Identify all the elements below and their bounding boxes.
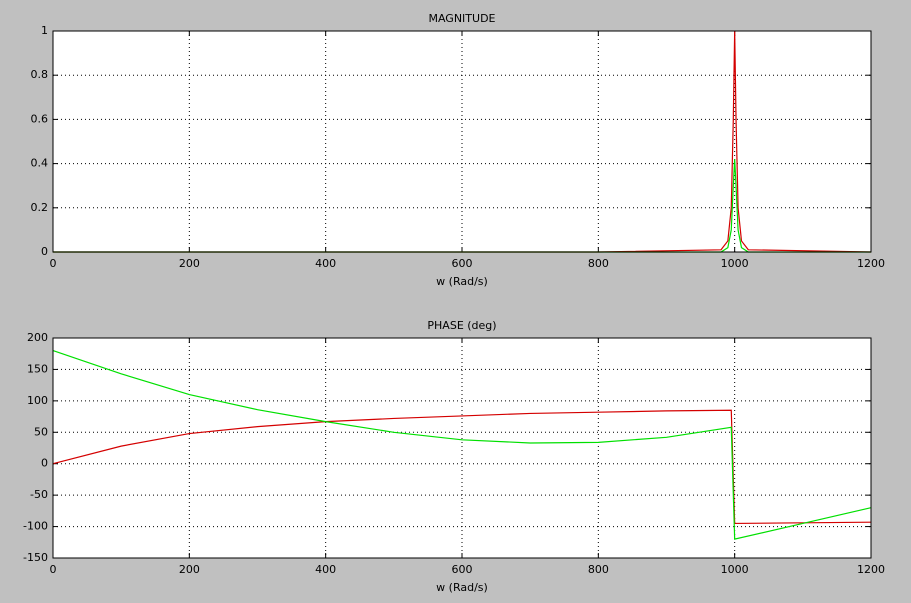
- x-tick-label: 800: [588, 257, 609, 270]
- x-tick-label: 400: [315, 257, 336, 270]
- x-tick-label: 1000: [721, 257, 749, 270]
- y-tick-label: 0: [41, 457, 48, 470]
- x-axis-label: w (Rad/s): [436, 581, 488, 594]
- y-tick-label: 0.6: [31, 112, 49, 125]
- series-line: [52, 350, 872, 540]
- chart-title: MAGNITUDE: [428, 12, 495, 25]
- x-tick-label: 1000: [721, 563, 749, 576]
- y-tick-label: 0.4: [31, 157, 49, 170]
- x-tick-label: 400: [315, 563, 336, 576]
- y-tick-label: -100: [23, 520, 48, 533]
- y-tick-label: 0.2: [31, 201, 49, 214]
- x-tick-label: 0: [50, 563, 57, 576]
- x-tick-label: 600: [452, 257, 473, 270]
- x-tick-label: 200: [179, 257, 200, 270]
- axes-frame: [52, 337, 872, 559]
- y-tick-label: 200: [27, 331, 48, 344]
- x-axis-label: w (Rad/s): [436, 275, 488, 288]
- plot-area: [53, 31, 871, 252]
- y-tick-label: 150: [27, 362, 48, 375]
- y-tick-label: -150: [23, 551, 48, 564]
- x-tick-label: 1200: [857, 563, 885, 576]
- y-tick-label: 100: [27, 394, 48, 407]
- axes-frame: [52, 30, 872, 253]
- y-tick-label: 0.8: [31, 68, 49, 81]
- y-tick-label: 1: [41, 24, 48, 37]
- chart-title: PHASE (deg): [427, 319, 496, 332]
- x-tick-label: 600: [452, 563, 473, 576]
- x-tick-label: 200: [179, 563, 200, 576]
- x-tick-label: 800: [588, 563, 609, 576]
- y-tick-label: 50: [34, 425, 48, 438]
- y-tick-label: -50: [30, 488, 48, 501]
- y-tick-label: 0: [41, 245, 48, 258]
- x-tick-label: 1200: [857, 257, 885, 270]
- x-tick-label: 0: [50, 257, 57, 270]
